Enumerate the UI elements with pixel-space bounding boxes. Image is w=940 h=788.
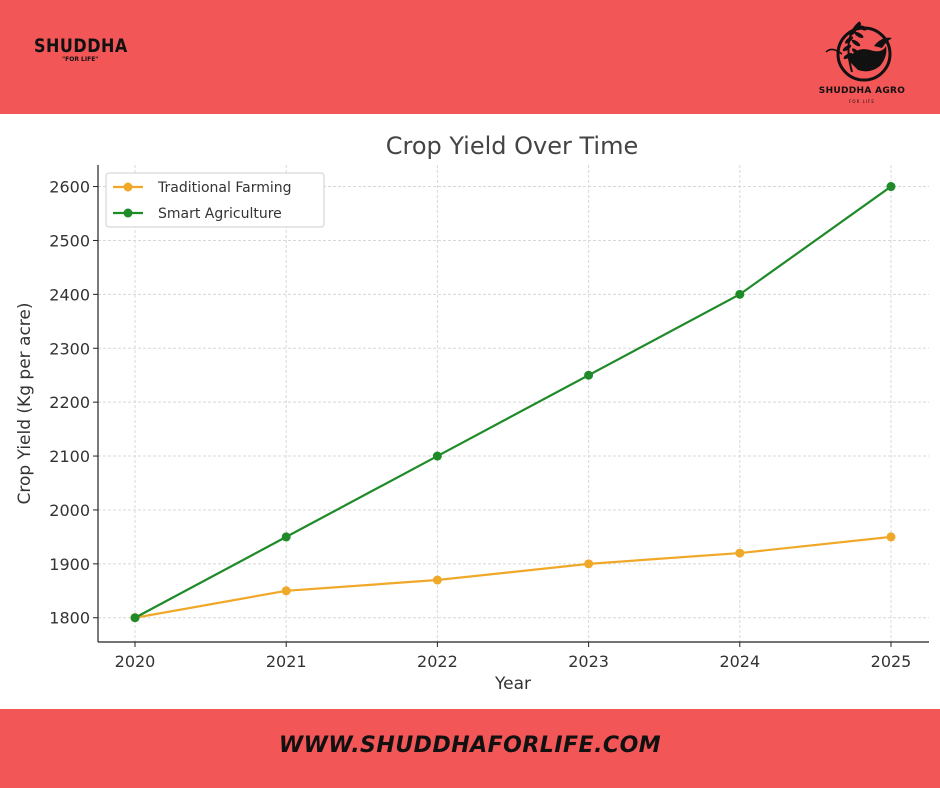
y-tick-label: 1800 xyxy=(49,609,90,628)
x-tick-label: 2023 xyxy=(568,652,609,671)
x-axis-label: Year xyxy=(494,674,531,694)
chart-title: Crop Yield Over Time xyxy=(386,132,639,160)
y-tick-label: 2000 xyxy=(49,501,90,520)
legend-marker xyxy=(123,182,133,192)
brand-logo-left: SHUDDHA "FOR LIFE" xyxy=(34,34,128,63)
y-tick-label: 2300 xyxy=(49,339,90,358)
legend-label: Smart Agriculture xyxy=(158,206,282,222)
data-point-smart xyxy=(735,289,745,299)
website-url[interactable]: WWW.SHUDDHAFORLIFE.COM xyxy=(278,733,662,758)
x-tick-label: 2021 xyxy=(266,652,307,671)
data-point-traditional xyxy=(281,586,291,596)
x-tick-label: 2025 xyxy=(871,652,912,671)
series-line-traditional xyxy=(134,535,892,619)
brand-logo-right: SHUDDHA AGRO FOR LIFE xyxy=(812,16,912,108)
y-tick-label: 2500 xyxy=(49,231,90,250)
data-point-smart xyxy=(584,370,594,380)
data-point-smart xyxy=(432,451,442,461)
data-point-traditional xyxy=(432,575,442,585)
x-tick-label: 2022 xyxy=(417,652,458,671)
data-point-smart xyxy=(281,532,291,542)
logo-brand-name: SHUDDHA AGRO xyxy=(818,86,906,96)
series-line-smart xyxy=(134,185,892,619)
y-tick-label: 1900 xyxy=(49,555,90,574)
y-tick-label: 2600 xyxy=(49,178,90,197)
data-point-traditional xyxy=(584,559,594,569)
x-tick-label: 2020 xyxy=(115,652,156,671)
legend-label: Traditional Farming xyxy=(157,180,292,196)
legend-marker xyxy=(123,208,133,218)
x-tick-label: 2024 xyxy=(719,652,760,671)
header-band xyxy=(0,0,940,114)
legend-box xyxy=(105,172,325,228)
wheat-cow-logo-icon xyxy=(825,21,892,82)
y-tick-label: 2400 xyxy=(49,285,90,304)
data-point-traditional xyxy=(735,548,745,558)
data-point-smart xyxy=(886,182,896,192)
brand-tagline: "FOR LIFE" xyxy=(62,56,99,63)
y-tick-label: 2200 xyxy=(49,393,90,412)
brand-name: SHUDDHA xyxy=(34,34,128,57)
data-point-smart xyxy=(130,613,140,623)
y-axis-label: Crop Yield (Kg per acre) xyxy=(15,302,35,504)
footer-band xyxy=(0,709,940,788)
data-point-traditional xyxy=(886,532,896,542)
logo-tagline: FOR LIFE xyxy=(849,99,875,104)
crop-yield-chart: 1800 1900 2000 2100 2200 2300 2400 2500 2600 2020… xyxy=(15,132,929,694)
y-tick-label: 2100 xyxy=(49,447,90,466)
